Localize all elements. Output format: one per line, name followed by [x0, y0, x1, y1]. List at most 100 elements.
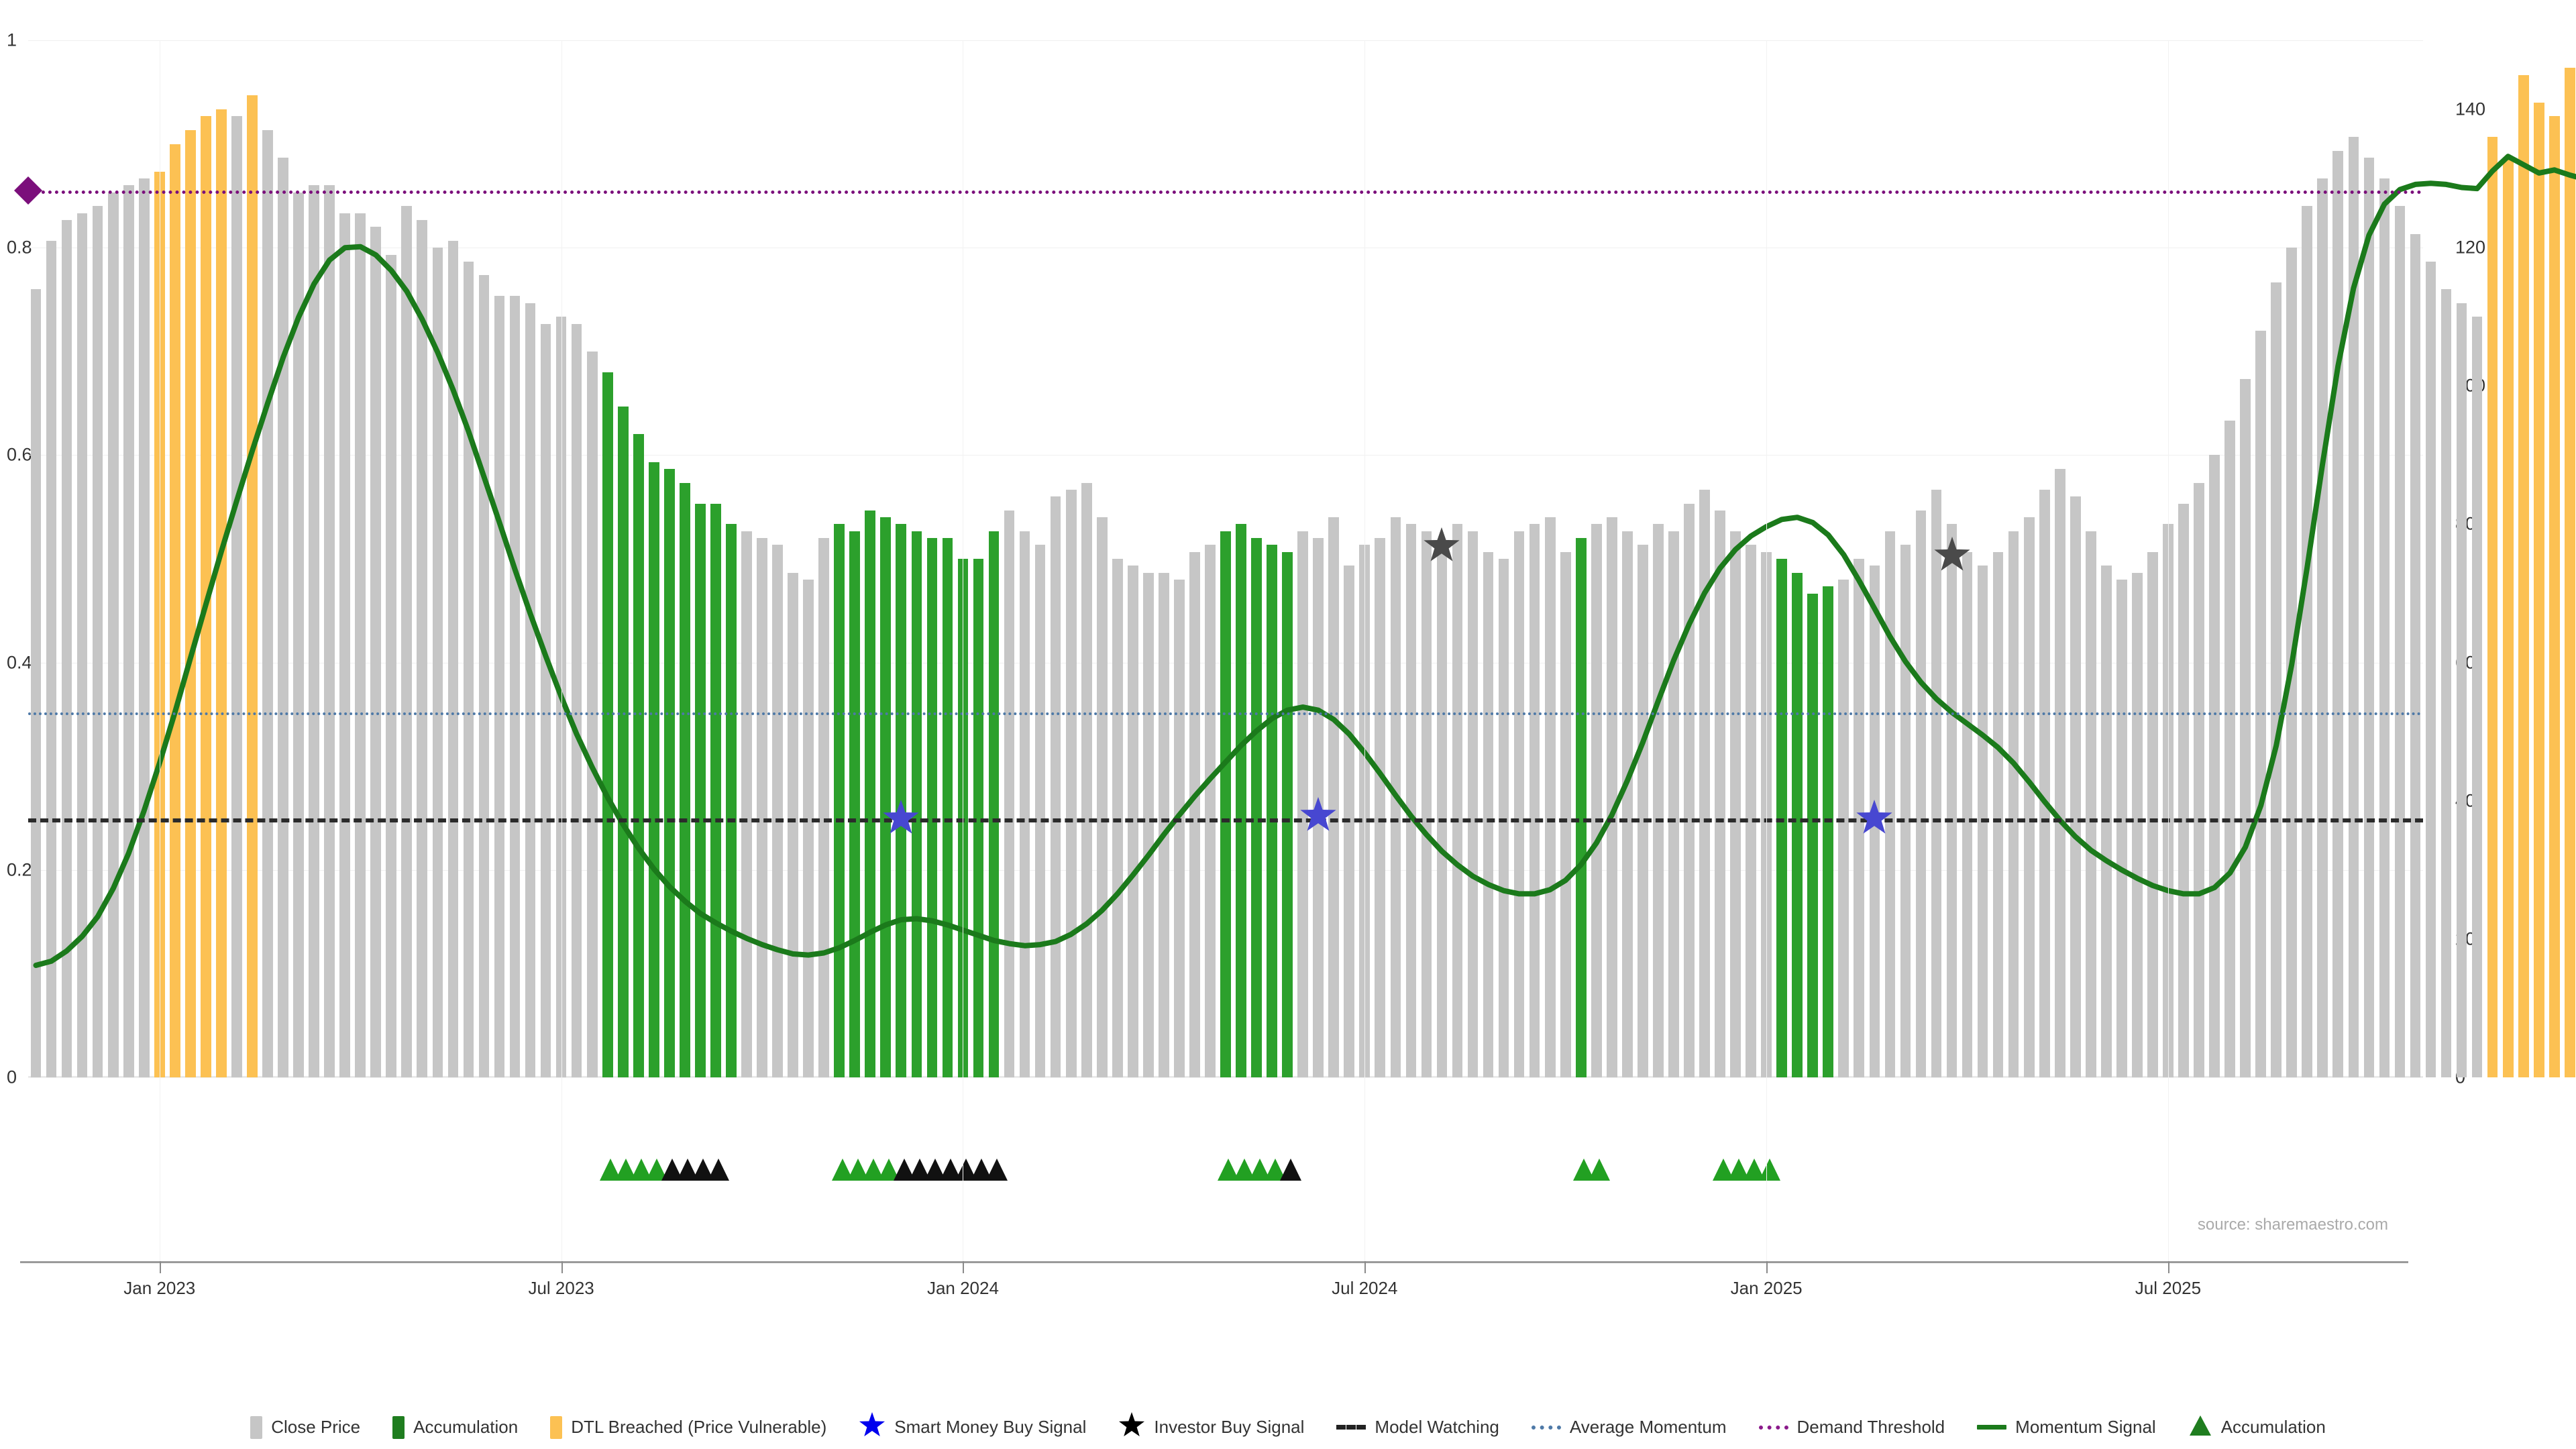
price-bar[interactable] [664, 469, 675, 1077]
price-bar[interactable] [355, 213, 366, 1077]
price-bar[interactable] [432, 248, 443, 1077]
smart-money-buy-star[interactable] [1856, 799, 1893, 837]
price-bar[interactable] [1189, 551, 1200, 1077]
price-bar[interactable] [2471, 317, 2483, 1077]
price-bar[interactable] [1328, 517, 1340, 1077]
price-bar[interactable] [2518, 74, 2529, 1077]
price-bar[interactable] [1004, 510, 1015, 1077]
price-bar[interactable] [1467, 531, 1479, 1077]
price-bar[interactable] [2363, 158, 2375, 1077]
price-bar[interactable] [185, 130, 196, 1077]
price-bar[interactable] [648, 462, 659, 1077]
price-bar[interactable] [1220, 531, 1231, 1077]
price-bar[interactable] [339, 213, 350, 1077]
investor-buy-star[interactable] [1423, 527, 1460, 565]
legend-model-watching[interactable]: Model Watching [1336, 1417, 1499, 1438]
price-bar[interactable] [1684, 503, 1695, 1077]
price-bar[interactable] [262, 130, 273, 1077]
price-bar[interactable] [2116, 579, 2127, 1077]
price-bar[interactable] [540, 323, 551, 1077]
price-bar[interactable] [324, 185, 335, 1077]
price-bar[interactable] [1174, 579, 1185, 1077]
price-bar[interactable] [617, 407, 629, 1077]
price-bar[interactable] [447, 240, 459, 1077]
price-bar[interactable] [1096, 517, 1108, 1077]
price-bar[interactable] [2502, 158, 2514, 1077]
price-bar[interactable] [1915, 510, 1927, 1077]
legend-accumulation-marker[interactable]: Accumulation [2188, 1414, 2326, 1440]
price-bar[interactable] [926, 538, 938, 1077]
legend-demand-threshold[interactable]: Demand Threshold [1758, 1417, 1945, 1438]
legend-accumulation-bar[interactable]: Accumulation [392, 1415, 518, 1439]
legend-dtl-breached[interactable]: DTL Breached (Price Vulnerable) [550, 1415, 826, 1439]
price-bar[interactable] [370, 227, 382, 1077]
price-bar[interactable] [1297, 531, 1308, 1077]
price-bar[interactable] [2039, 489, 2050, 1077]
price-bar[interactable] [2054, 469, 2065, 1077]
price-bar[interactable] [2564, 68, 2575, 1077]
price-bar[interactable] [2348, 137, 2359, 1077]
price-bar[interactable] [401, 206, 413, 1077]
price-bar[interactable] [2410, 233, 2421, 1077]
legend-close-price[interactable]: Close Price [250, 1415, 360, 1439]
price-bar[interactable] [278, 158, 288, 1077]
price-bar[interactable] [2456, 303, 2467, 1077]
price-bar[interactable] [1730, 531, 1741, 1077]
price-bar[interactable] [92, 206, 103, 1077]
legend-momentum-signal[interactable]: Momentum Signal [1977, 1417, 2156, 1438]
price-bar[interactable] [1962, 551, 1973, 1077]
price-bar[interactable] [880, 517, 892, 1077]
price-bar[interactable] [1483, 551, 1494, 1077]
price-bar[interactable] [231, 116, 242, 1077]
demand-threshold-diamond[interactable] [13, 175, 44, 206]
price-bar[interactable] [293, 192, 304, 1077]
price-bar[interactable] [1575, 538, 1587, 1077]
legend-smart-money-buy[interactable]: Smart Money Buy Signal [859, 1412, 1086, 1442]
price-bar[interactable] [1436, 545, 1448, 1077]
price-bar[interactable] [2008, 531, 2019, 1077]
price-bar[interactable] [695, 503, 706, 1077]
price-bar[interactable] [1900, 545, 1911, 1077]
price-bar[interactable] [2178, 503, 2189, 1077]
price-bar[interactable] [2255, 330, 2266, 1077]
price-bar[interactable] [1251, 538, 1262, 1077]
price-bar[interactable] [525, 303, 536, 1077]
price-bar[interactable] [1838, 579, 1849, 1077]
smart-money-buy-star[interactable] [1299, 797, 1337, 835]
price-bar[interactable] [2023, 517, 2035, 1077]
price-bar[interactable] [1282, 551, 1293, 1077]
price-bar[interactable] [834, 524, 845, 1077]
price-bar[interactable] [1529, 524, 1540, 1077]
price-bar[interactable] [1267, 545, 1277, 1077]
price-bar[interactable] [46, 240, 57, 1077]
price-bar[interactable] [1159, 572, 1169, 1077]
price-bar[interactable] [1375, 538, 1386, 1077]
price-bar[interactable] [417, 219, 428, 1077]
price-bar[interactable] [76, 213, 88, 1077]
price-bar[interactable] [818, 538, 829, 1077]
price-bar[interactable] [138, 178, 150, 1077]
price-bar[interactable] [911, 531, 922, 1077]
price-bar[interactable] [772, 545, 783, 1077]
price-bar[interactable] [1019, 531, 1030, 1077]
price-bar[interactable] [1143, 572, 1154, 1077]
price-bar[interactable] [1638, 545, 1648, 1077]
price-bar[interactable] [2224, 420, 2235, 1077]
price-bar[interactable] [1992, 551, 2004, 1077]
legend-average-momentum[interactable]: Average Momentum [1531, 1417, 1727, 1438]
price-bar[interactable] [1823, 586, 1834, 1077]
price-bar[interactable] [2070, 496, 2081, 1077]
price-bar[interactable] [1591, 524, 1602, 1077]
price-bar[interactable] [1236, 524, 1246, 1077]
price-bar[interactable] [2240, 379, 2251, 1077]
price-bar[interactable] [1452, 524, 1463, 1077]
price-bar[interactable] [1884, 531, 1896, 1077]
price-bar[interactable] [2317, 178, 2328, 1077]
price-bar[interactable] [1653, 524, 1664, 1077]
price-bar[interactable] [216, 109, 227, 1077]
price-bar[interactable] [494, 296, 505, 1077]
price-bar[interactable] [2425, 261, 2436, 1077]
price-bar[interactable] [2394, 206, 2406, 1077]
price-bar[interactable] [571, 323, 582, 1077]
price-bar[interactable] [2548, 116, 2560, 1077]
